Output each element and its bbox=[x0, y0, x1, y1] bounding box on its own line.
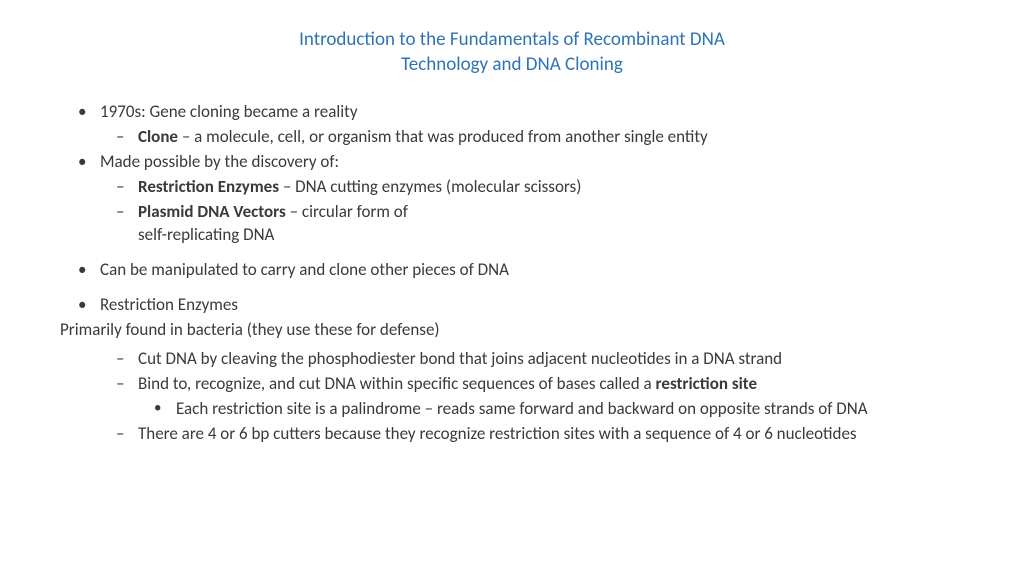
bullet-manipulated: Can be manipulated to carry and clone ot… bbox=[60, 259, 964, 282]
restriction-enzymes-def-text: – DNA cutting enzymes (molecular scissor… bbox=[279, 176, 581, 197]
bullet-made-possible: Made possible by the discovery of: bbox=[60, 151, 964, 174]
slide-title: Introduction to the Fundamentals of Reco… bbox=[60, 28, 964, 77]
title-line2: Technology and DNA Cloning bbox=[60, 53, 964, 78]
bullet-restriction-enzymes-def: Restriction Enzymes – DNA cutting enzyme… bbox=[60, 176, 964, 199]
title-line1: Introduction to the Fundamentals of Reco… bbox=[60, 28, 964, 53]
text-primarily-found: Primarily found in bacteria (they use th… bbox=[60, 319, 964, 342]
bullet-bind-recognize: Bind to, recognize, and cut DNA within s… bbox=[60, 373, 964, 396]
bullet-cut-dna: Cut DNA by cleaving the phosphodiester b… bbox=[60, 348, 964, 371]
term-plasmid-vectors: Plasmid DNA Vectors bbox=[138, 201, 286, 222]
bullet-bp-cutters: There are 4 or 6 bp cutters because they… bbox=[60, 423, 964, 446]
bullet-plasmid-vectors-def: Plasmid DNA Vectors – circular form of s… bbox=[60, 201, 964, 247]
bullet-clone-def: Clone – a molecule, cell, or organism th… bbox=[60, 126, 964, 149]
plasmid-vectors-def-text: – circular form of bbox=[286, 201, 408, 222]
bullet-palindrome: Each restriction site is a palindrome – … bbox=[60, 398, 964, 421]
term-restriction-site: restriction site bbox=[656, 373, 758, 394]
term-restriction-enzymes: Restriction Enzymes bbox=[138, 176, 279, 197]
plasmid-vectors-line2: self-replicating DNA bbox=[138, 224, 964, 247]
clone-def-text: – a molecule, cell, or organism that was… bbox=[178, 126, 708, 147]
term-clone: Clone bbox=[138, 126, 178, 147]
slide-body: 1970s: Gene cloning became a reality Clo… bbox=[60, 101, 964, 445]
bullet-1970s: 1970s: Gene cloning became a reality bbox=[60, 101, 964, 124]
bullet-restriction-enzymes-header: Restriction Enzymes bbox=[60, 294, 964, 317]
bind-recognize-pre: Bind to, recognize, and cut DNA within s… bbox=[138, 373, 656, 394]
